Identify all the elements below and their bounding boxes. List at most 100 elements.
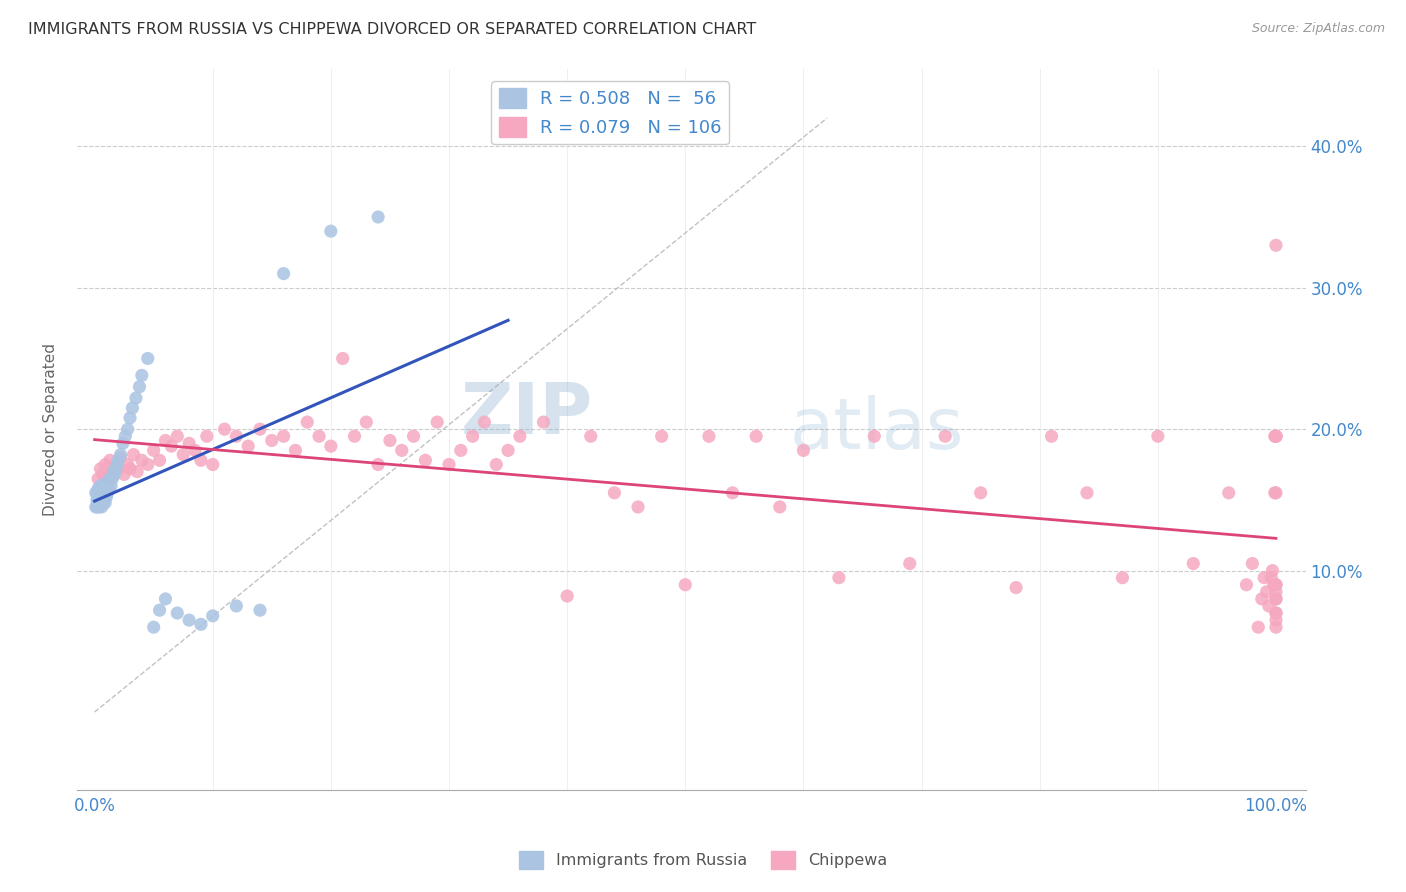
Point xyxy=(84,500,107,514)
Text: atlas: atlas xyxy=(790,394,965,464)
Point xyxy=(103,467,125,482)
Point xyxy=(721,485,744,500)
Point xyxy=(89,490,111,504)
Point xyxy=(415,453,437,467)
Point xyxy=(260,434,283,448)
Point xyxy=(87,472,110,486)
Point xyxy=(90,500,112,514)
Point xyxy=(131,453,153,467)
Point xyxy=(160,439,183,453)
Point xyxy=(673,578,696,592)
Point xyxy=(1265,429,1288,443)
Point xyxy=(1265,578,1288,592)
Point xyxy=(111,436,134,450)
Point xyxy=(91,496,114,510)
Point xyxy=(1253,571,1275,585)
Point xyxy=(96,490,118,504)
Point xyxy=(128,380,150,394)
Point xyxy=(792,443,814,458)
Point xyxy=(391,443,413,458)
Point xyxy=(1263,578,1285,592)
Point xyxy=(579,429,602,443)
Point xyxy=(367,210,389,224)
Point xyxy=(94,496,117,510)
Point xyxy=(89,462,111,476)
Point xyxy=(117,422,139,436)
Point xyxy=(96,465,118,479)
Point xyxy=(86,500,108,514)
Text: IMMIGRANTS FROM RUSSIA VS CHIPPEWA DIVORCED OR SEPARATED CORRELATION CHART: IMMIGRANTS FROM RUSSIA VS CHIPPEWA DIVOR… xyxy=(28,22,756,37)
Point xyxy=(190,453,212,467)
Point xyxy=(142,443,165,458)
Point xyxy=(1247,620,1270,634)
Text: 0.0%: 0.0% xyxy=(73,797,115,815)
Point xyxy=(89,479,111,493)
Point xyxy=(100,479,122,493)
Point xyxy=(177,613,200,627)
Point xyxy=(308,429,330,443)
Point xyxy=(136,458,159,472)
Point xyxy=(378,434,401,448)
Point xyxy=(367,458,389,472)
Point xyxy=(450,443,472,458)
Point xyxy=(1265,429,1288,443)
Point xyxy=(1076,485,1098,500)
Point xyxy=(651,429,673,443)
Point xyxy=(509,429,531,443)
Point xyxy=(90,485,112,500)
Point xyxy=(84,485,107,500)
Point xyxy=(1236,578,1258,592)
Point xyxy=(172,448,194,462)
Point xyxy=(437,458,460,472)
Point xyxy=(107,462,129,476)
Point xyxy=(94,458,117,472)
Point xyxy=(93,492,115,507)
Point xyxy=(121,401,143,415)
Point xyxy=(898,557,921,571)
Point xyxy=(148,453,170,467)
Point xyxy=(86,485,108,500)
Point xyxy=(863,429,886,443)
Point xyxy=(190,617,212,632)
Point xyxy=(89,496,111,510)
Point xyxy=(97,472,120,486)
Point xyxy=(603,485,626,500)
Point xyxy=(122,448,145,462)
Point xyxy=(1265,584,1288,599)
Point xyxy=(155,434,177,448)
Point xyxy=(697,429,720,443)
Point xyxy=(104,462,127,476)
Point xyxy=(148,603,170,617)
Point xyxy=(98,453,121,467)
Point xyxy=(1265,578,1288,592)
Point xyxy=(1265,606,1288,620)
Point xyxy=(107,453,129,467)
Point xyxy=(496,443,519,458)
Point xyxy=(319,224,342,238)
Point xyxy=(828,571,851,585)
Point xyxy=(136,351,159,366)
Point xyxy=(125,391,148,405)
Point xyxy=(127,465,149,479)
Point xyxy=(1265,429,1288,443)
Point xyxy=(166,429,188,443)
Point xyxy=(114,429,136,443)
Text: ZIP: ZIP xyxy=(461,380,593,450)
Point xyxy=(745,429,768,443)
Point xyxy=(1265,591,1288,606)
Point xyxy=(1265,606,1288,620)
Point xyxy=(249,603,271,617)
Point xyxy=(101,462,124,476)
Point xyxy=(97,482,120,496)
Point xyxy=(89,500,111,514)
Point xyxy=(155,591,177,606)
Text: 100.0%: 100.0% xyxy=(1244,797,1308,815)
Point xyxy=(142,620,165,634)
Point xyxy=(249,422,271,436)
Point xyxy=(1256,584,1278,599)
Point xyxy=(118,410,141,425)
Point xyxy=(201,458,224,472)
Point xyxy=(184,443,207,458)
Legend: Immigrants from Russia, Chippewa: Immigrants from Russia, Chippewa xyxy=(513,845,893,875)
Point xyxy=(195,429,218,443)
